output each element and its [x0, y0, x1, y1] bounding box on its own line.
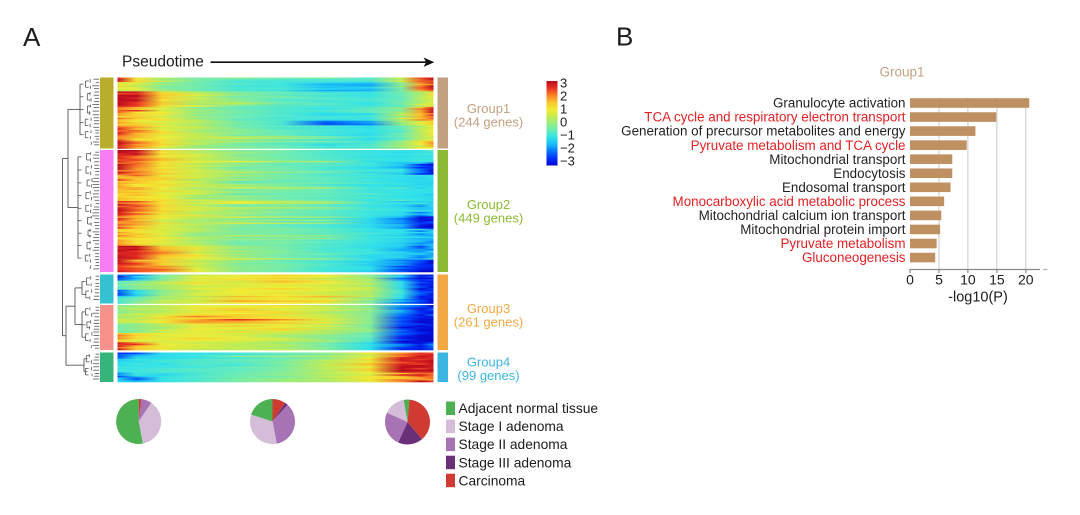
svg-text:15: 15: [989, 272, 1005, 288]
svg-text:−2: −2: [560, 141, 575, 156]
svg-text:Adjacent normal tissue: Adjacent normal tissue: [459, 401, 599, 416]
svg-text:0: 0: [906, 272, 914, 288]
svg-text:0: 0: [560, 115, 567, 130]
svg-text:(244 genes): (244 genes): [454, 115, 523, 130]
svg-text:A: A: [23, 22, 41, 52]
svg-text:1: 1: [560, 102, 567, 117]
svg-text:5: 5: [935, 272, 943, 288]
svg-text:Group4: Group4: [467, 355, 510, 370]
svg-text:Endocytosis: Endocytosis: [833, 166, 906, 181]
svg-text:Group1: Group1: [467, 101, 510, 116]
svg-text:2: 2: [560, 89, 567, 104]
svg-text:Carcinoma: Carcinoma: [459, 473, 526, 488]
svg-text:Stage II adenoma: Stage II adenoma: [459, 437, 568, 452]
svg-text:TCA cycle and respiratory elec: TCA cycle and respiratory electron trans…: [644, 110, 906, 125]
svg-text:Generation of precursor metabo: Generation of precursor metabolites and …: [621, 124, 906, 139]
svg-text:Granulocyte activation: Granulocyte activation: [773, 96, 906, 111]
svg-text:Pyruvate metabolism: Pyruvate metabolism: [780, 236, 905, 251]
svg-text:−3: −3: [560, 154, 575, 169]
svg-text:−1: −1: [560, 128, 575, 143]
svg-text:Group1: Group1: [879, 65, 924, 80]
svg-text:20: 20: [1018, 272, 1034, 288]
svg-text:Endosomal transport: Endosomal transport: [782, 180, 906, 195]
svg-text:B: B: [616, 22, 633, 52]
svg-text:Mitochondrial transport: Mitochondrial transport: [769, 152, 905, 167]
svg-text:Stage III adenoma: Stage III adenoma: [459, 455, 572, 470]
svg-text:Mitochondrial protein import: Mitochondrial protein import: [740, 222, 906, 237]
svg-text:Group2: Group2: [467, 197, 510, 212]
svg-text:(449 genes): (449 genes): [454, 211, 523, 226]
svg-text:Pyruvate metabolism and TCA cy: Pyruvate metabolism and TCA cycle: [691, 138, 906, 153]
svg-text:3: 3: [560, 76, 567, 91]
svg-text:10: 10: [960, 272, 976, 288]
svg-text:Pseudotime: Pseudotime: [122, 54, 204, 71]
svg-text:(99 genes): (99 genes): [457, 368, 519, 383]
svg-text:Gluconeogenesis: Gluconeogenesis: [802, 250, 906, 265]
svg-text:Stage I adenoma: Stage I adenoma: [459, 419, 564, 434]
svg-text:-log10(P): -log10(P): [948, 290, 1008, 306]
svg-text:Mitochondrial calcium ion tran: Mitochondrial calcium ion transport: [699, 208, 906, 223]
svg-text:Monocarboxylic acid metabolic: Monocarboxylic acid metabolic process: [673, 194, 906, 209]
svg-text:Group3: Group3: [467, 301, 510, 316]
svg-text:(261 genes): (261 genes): [454, 315, 523, 330]
